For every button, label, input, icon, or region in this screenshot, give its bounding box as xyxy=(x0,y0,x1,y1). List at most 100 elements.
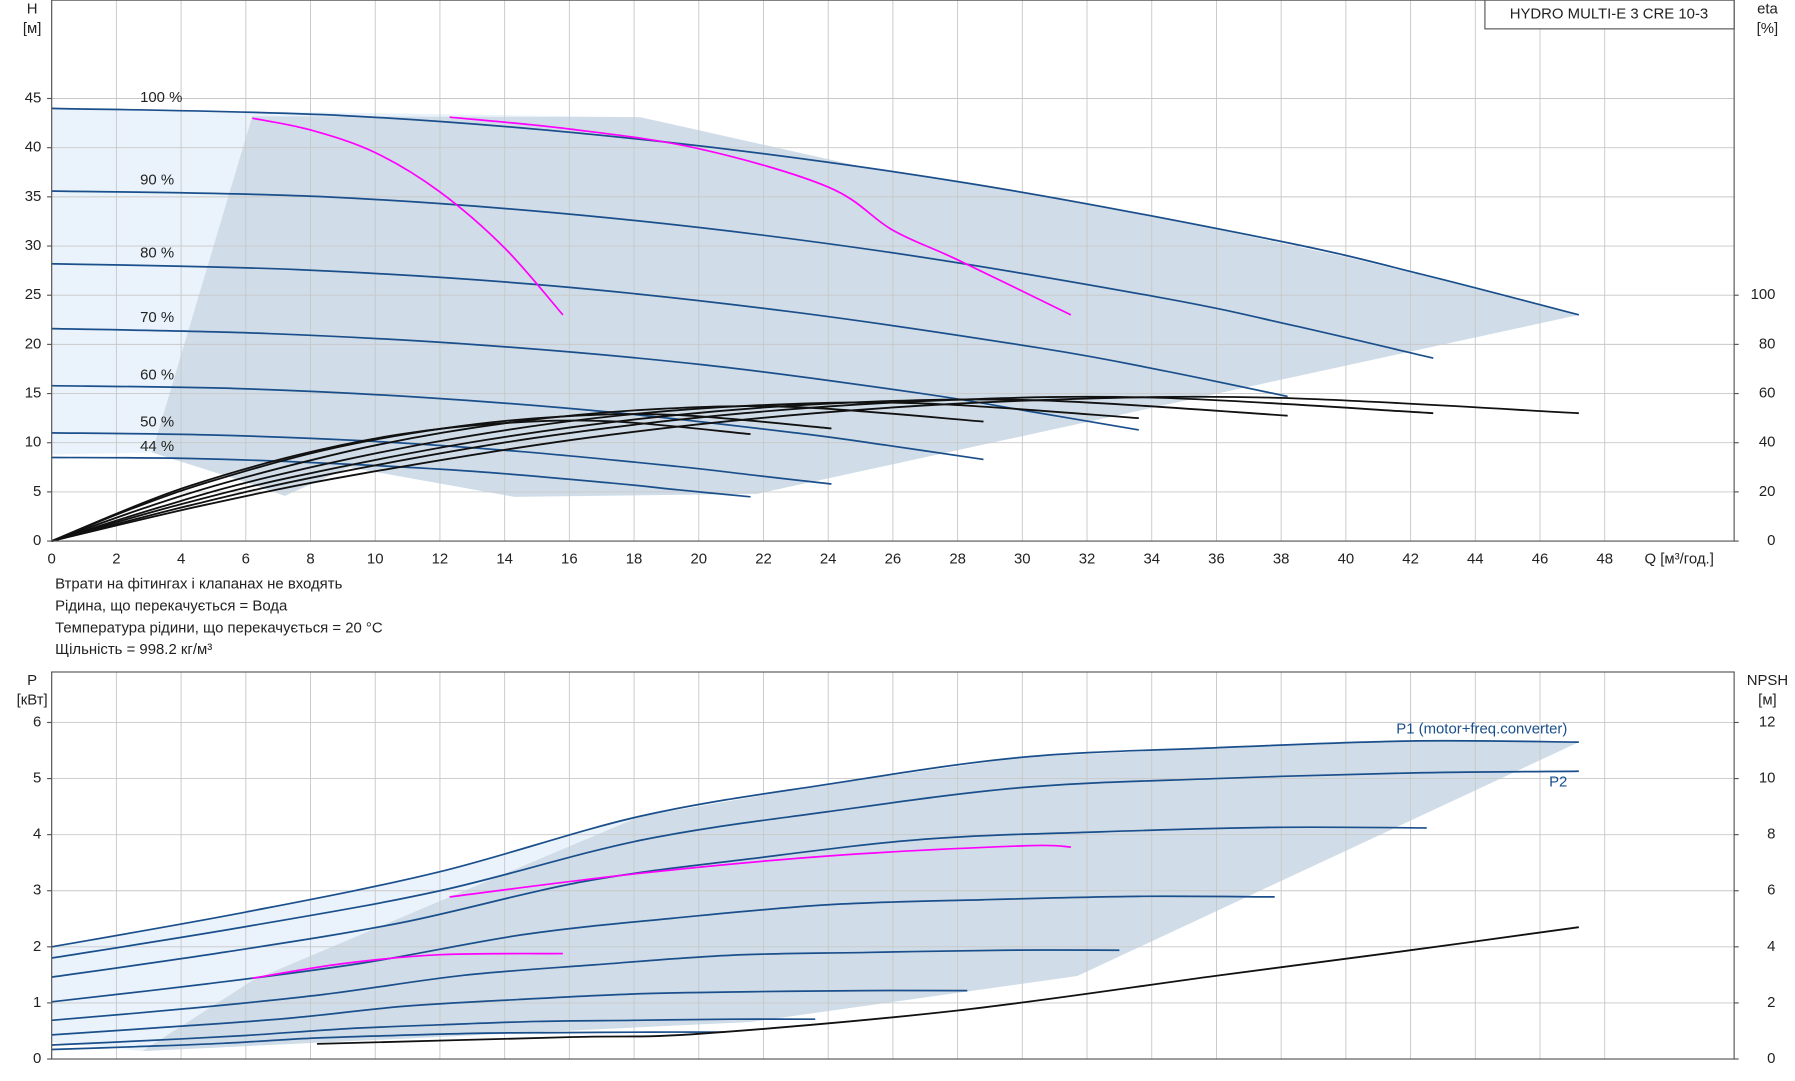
curve xyxy=(51,395,1579,542)
y-tick-label: 35 xyxy=(25,188,42,205)
x-tick-label: 14 xyxy=(496,550,513,567)
y-tick-label: 4 xyxy=(33,826,41,843)
y2-tick-label: 4 xyxy=(1767,938,1775,955)
y-tick-label: 2 xyxy=(33,938,41,955)
curve-label: P1 (motor+freq.converter) xyxy=(1396,720,1567,737)
curve xyxy=(51,432,832,485)
operating-area xyxy=(151,116,1579,497)
x-tick-label: 32 xyxy=(1079,550,1096,567)
x-axis-label: Q [м³/год.] xyxy=(1645,550,1714,567)
y-tick-label: 0 xyxy=(33,1050,41,1067)
x-tick-label: 20 xyxy=(690,550,707,567)
x-tick-label: 40 xyxy=(1338,550,1355,567)
curve-label: P2 xyxy=(1549,774,1567,791)
curve xyxy=(51,107,1580,316)
curve xyxy=(252,952,563,980)
x-tick-label: 18 xyxy=(626,550,643,567)
x-tick-label: 16 xyxy=(561,550,578,567)
plot-frame xyxy=(51,671,1735,1060)
x-tick-label: 4 xyxy=(177,550,185,567)
y-tick-label: 3 xyxy=(33,882,41,899)
curve xyxy=(51,456,751,498)
y-axis-label: P xyxy=(27,672,37,689)
curve xyxy=(51,770,1579,959)
curve-label: 80 % xyxy=(140,244,174,261)
x-tick-label: 0 xyxy=(48,550,56,567)
y-tick-label: 30 xyxy=(25,237,42,254)
y2-tick-label: 8 xyxy=(1767,826,1775,843)
y-tick-label: 15 xyxy=(25,384,42,401)
operating-area xyxy=(51,816,641,1052)
note: Щільність = 998.2 кг/м³ xyxy=(55,641,212,658)
curve xyxy=(51,1031,725,1051)
title-box xyxy=(1484,0,1735,30)
x-tick-label: 36 xyxy=(1208,550,1225,567)
curve-label: 50 % xyxy=(140,413,174,430)
curve xyxy=(51,949,1120,1022)
curve xyxy=(449,844,1071,898)
x-tick-label: 6 xyxy=(242,550,250,567)
x-tick-label: 44 xyxy=(1467,550,1484,567)
x-tick-label: 42 xyxy=(1402,550,1419,567)
x-tick-label: 48 xyxy=(1596,550,1613,567)
y-tick-label: 5 xyxy=(33,483,41,500)
operating-area xyxy=(142,740,1579,1052)
x-tick-label: 28 xyxy=(949,550,966,567)
curve xyxy=(51,262,1288,398)
y-tick-label: 40 xyxy=(25,139,42,156)
y2-tick-label: 60 xyxy=(1759,384,1776,401)
y2-axis-unit: [%] xyxy=(1757,20,1779,37)
curve xyxy=(51,384,984,461)
chart-title: HYDRO MULTI-E 3 CRE 10-3 xyxy=(1510,5,1709,22)
y-tick-label: 5 xyxy=(33,770,41,787)
y-tick-label: 20 xyxy=(25,335,42,352)
y-tick-label: 6 xyxy=(33,713,41,730)
x-tick-label: 34 xyxy=(1143,550,1160,567)
y2-tick-label: 0 xyxy=(1767,1050,1775,1067)
y2-tick-label: 80 xyxy=(1759,335,1776,352)
y2-tick-label: 2 xyxy=(1767,994,1775,1011)
y2-tick-label: 12 xyxy=(1759,713,1776,730)
curve xyxy=(316,926,1579,1045)
curve-label: 90 % xyxy=(140,172,174,189)
note: Температура рідини, що перекачується = 2… xyxy=(55,619,383,636)
curve xyxy=(449,116,1072,316)
x-tick-label: 8 xyxy=(306,550,314,567)
curve xyxy=(51,419,751,542)
x-tick-label: 26 xyxy=(885,550,902,567)
curve-label: 60 % xyxy=(140,366,174,383)
plot-frame xyxy=(51,0,1735,542)
y-axis-unit: [м] xyxy=(23,20,42,37)
note: Рідина, що перекачується = Вода xyxy=(55,597,288,614)
y-tick-label: 1 xyxy=(33,994,41,1011)
curve xyxy=(51,826,1427,978)
curve-label: 70 % xyxy=(140,309,174,326)
x-tick-label: 10 xyxy=(367,550,384,567)
y-axis-unit: [кВт] xyxy=(17,692,48,709)
y2-tick-label: 40 xyxy=(1759,434,1776,451)
y-tick-label: 25 xyxy=(25,286,42,303)
x-tick-label: 12 xyxy=(432,550,449,567)
y2-tick-label: 20 xyxy=(1759,483,1776,500)
y-axis-label: H xyxy=(27,0,38,17)
y2-axis-unit: [м] xyxy=(1758,692,1777,709)
curve xyxy=(51,739,1579,948)
x-tick-label: 30 xyxy=(1014,550,1031,567)
x-tick-label: 38 xyxy=(1273,550,1290,567)
curve xyxy=(51,190,1434,359)
x-tick-label: 24 xyxy=(820,550,837,567)
curve xyxy=(252,117,564,316)
curve-label: 44 % xyxy=(140,438,174,455)
x-tick-label: 22 xyxy=(755,550,772,567)
y2-tick-label: 100 xyxy=(1751,286,1776,303)
y-tick-label: 45 xyxy=(25,89,42,106)
x-tick-label: 2 xyxy=(112,550,120,567)
y2-axis-label: NPSH xyxy=(1747,672,1788,689)
x-tick-label: 46 xyxy=(1532,550,1549,567)
y-tick-label: 10 xyxy=(25,434,42,451)
y2-tick-label: 6 xyxy=(1767,882,1775,899)
y2-axis-label: eta xyxy=(1757,0,1778,17)
y2-tick-label: 10 xyxy=(1759,770,1776,787)
